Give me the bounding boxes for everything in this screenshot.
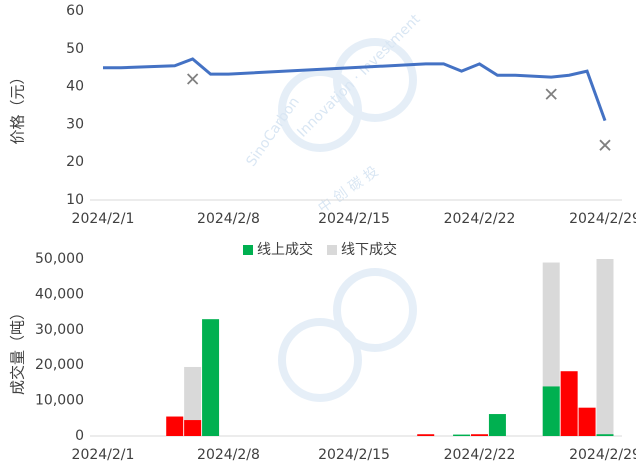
wm-circle	[333, 268, 417, 352]
y-axis-label: 价格（元）	[9, 69, 27, 144]
y-tick-label: 0	[75, 428, 84, 444]
bar	[202, 319, 220, 436]
x-tick-label: 2024/2/15	[318, 211, 390, 227]
scatter-point	[599, 139, 611, 151]
wm-circle	[333, 38, 417, 122]
x-tick-label: 2024/2/8	[197, 447, 260, 463]
bar	[488, 414, 506, 436]
x-tick-label: 2024/2/1	[72, 447, 135, 463]
bar	[453, 434, 471, 436]
x-tick-label: 2024/2/29	[569, 447, 636, 463]
bar	[578, 407, 596, 436]
price-line	[103, 57, 607, 122]
bar	[184, 420, 202, 436]
legend-swatch	[327, 245, 337, 255]
scatter-point	[545, 88, 557, 100]
y-tick-label: 30,000	[35, 322, 84, 338]
bar	[542, 386, 560, 436]
wm-text: 中 创 碳 投	[315, 164, 381, 217]
legend-label: 线下成交	[341, 241, 397, 258]
x-tick-label: 2024/2/22	[444, 211, 516, 227]
wm-circle	[278, 318, 362, 402]
y-tick-label: 40,000	[35, 286, 84, 302]
bar	[166, 416, 184, 436]
bar	[596, 259, 614, 436]
y-tick-label: 10	[66, 192, 84, 208]
bar	[596, 434, 614, 436]
y-tick-label: 50,000	[35, 251, 84, 267]
legend-label: 线上成交	[257, 241, 313, 258]
bar	[471, 434, 488, 436]
legend-swatch	[243, 245, 253, 255]
x-tick-label: 2024/2/8	[197, 211, 260, 227]
bar	[184, 366, 202, 436]
y-tick-label: 40	[66, 79, 84, 95]
y-tick-label: 10,000	[35, 393, 84, 409]
x-tick-label: 2024/2/15	[318, 447, 390, 463]
bar	[560, 371, 578, 436]
x-tick-label: 2024/2/22	[444, 447, 516, 463]
y-tick-label: 60	[66, 3, 84, 19]
y-tick-label: 30	[66, 116, 84, 132]
scatter-point	[187, 73, 199, 85]
y-axis-label: 成交量（吨）	[9, 305, 27, 395]
x-tick-label: 2024/2/29	[569, 211, 636, 227]
y-tick-label: 20	[66, 154, 84, 170]
x-tick-label: 2024/2/1	[72, 211, 135, 227]
y-tick-label: 50	[66, 41, 84, 57]
y-tick-label: 20,000	[35, 357, 84, 373]
bar	[417, 434, 435, 436]
